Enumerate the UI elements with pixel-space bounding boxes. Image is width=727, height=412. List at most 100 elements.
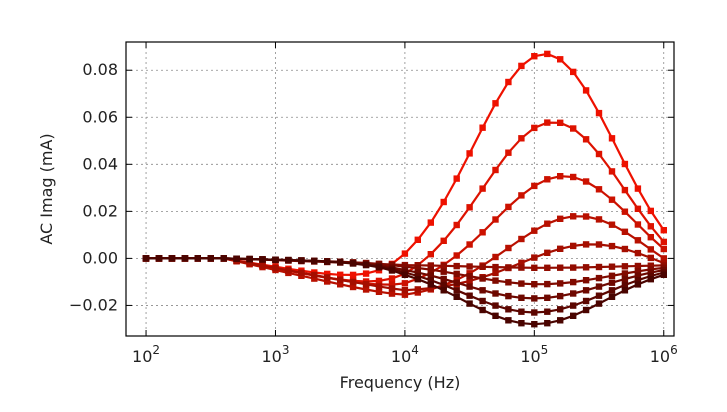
series-point xyxy=(531,53,538,60)
series-point xyxy=(518,135,525,142)
series-point xyxy=(582,136,590,143)
series-point xyxy=(388,285,396,292)
series-point xyxy=(518,264,525,271)
series-point xyxy=(621,245,629,253)
series-point xyxy=(647,246,654,253)
series-point xyxy=(557,119,564,126)
series-point xyxy=(505,306,512,313)
series-point xyxy=(505,264,512,271)
series-point xyxy=(324,274,331,281)
series-point xyxy=(621,281,629,289)
series-point xyxy=(544,320,551,327)
series-point xyxy=(375,288,383,295)
series-point xyxy=(337,271,344,278)
series-point xyxy=(311,271,318,279)
series-point xyxy=(582,213,590,220)
series-point xyxy=(259,256,266,263)
series-point xyxy=(582,287,590,294)
series-point xyxy=(453,293,460,300)
series-point xyxy=(427,251,434,258)
series-point xyxy=(298,257,305,264)
series-point xyxy=(544,50,551,58)
series-point xyxy=(440,262,447,269)
series-point xyxy=(608,196,616,203)
series-point xyxy=(634,272,642,279)
series-point xyxy=(311,275,318,282)
series-point xyxy=(557,317,564,324)
series-point xyxy=(595,263,603,271)
series-point xyxy=(362,281,370,288)
series-point xyxy=(634,185,642,192)
series-point xyxy=(634,268,642,275)
series-point xyxy=(207,255,214,262)
series-point xyxy=(155,255,163,262)
series-point xyxy=(647,234,654,241)
series-point xyxy=(388,281,396,288)
series-point xyxy=(634,237,642,244)
series-point xyxy=(647,254,654,262)
series-point xyxy=(272,256,279,263)
series-point xyxy=(298,269,305,276)
series-point xyxy=(557,306,564,313)
series-point xyxy=(595,216,603,223)
series-point xyxy=(634,262,642,270)
series-point xyxy=(466,292,473,299)
series-point xyxy=(453,287,460,294)
series-point xyxy=(582,306,590,314)
series-point xyxy=(388,267,396,274)
series-point xyxy=(608,272,616,279)
series-point xyxy=(518,235,525,243)
series-point xyxy=(414,269,421,276)
series-point xyxy=(479,263,486,270)
series-point xyxy=(401,280,409,287)
series-point xyxy=(582,264,590,271)
series-point xyxy=(220,255,227,262)
series-point xyxy=(388,275,396,282)
series-point xyxy=(570,242,577,250)
series-point xyxy=(570,125,577,132)
series-point xyxy=(466,263,473,270)
series-point xyxy=(518,192,525,199)
series-point xyxy=(453,221,460,229)
series-point xyxy=(647,276,654,283)
series-point xyxy=(608,293,616,300)
series-point xyxy=(531,264,538,271)
series-point xyxy=(440,287,447,294)
series-point xyxy=(453,262,460,270)
series-point xyxy=(595,150,603,158)
y-axis-label: AC Imag (mA) xyxy=(37,133,56,244)
series-point xyxy=(647,269,654,276)
series-point xyxy=(582,241,590,248)
series-point xyxy=(647,223,654,230)
series-point xyxy=(595,241,603,248)
series-point xyxy=(362,286,370,293)
series-point xyxy=(608,135,616,142)
series-point xyxy=(401,271,409,278)
series-point xyxy=(544,280,551,288)
series-point xyxy=(401,291,409,298)
series-point xyxy=(531,227,538,234)
y-tick-label: 0.04 xyxy=(82,154,118,173)
series-point xyxy=(388,290,396,297)
series-point xyxy=(181,255,189,262)
series-point xyxy=(440,237,447,244)
series-point xyxy=(414,236,421,243)
x-tick-label: 106 xyxy=(650,343,678,366)
series-point xyxy=(621,287,629,294)
series-point xyxy=(660,227,667,234)
series-point xyxy=(362,270,370,277)
series-point xyxy=(311,257,318,265)
series-point xyxy=(608,221,616,228)
series-point xyxy=(492,253,499,261)
series-point xyxy=(634,281,642,288)
series-point xyxy=(621,208,629,215)
series-point xyxy=(634,205,642,212)
series-point xyxy=(505,279,512,286)
series-point xyxy=(401,263,409,270)
series-point xyxy=(544,264,551,271)
series-point xyxy=(660,255,667,262)
series-point xyxy=(337,259,344,266)
y-tick-label: 0.02 xyxy=(82,201,118,220)
series-point xyxy=(479,124,486,131)
series-point xyxy=(194,255,201,262)
